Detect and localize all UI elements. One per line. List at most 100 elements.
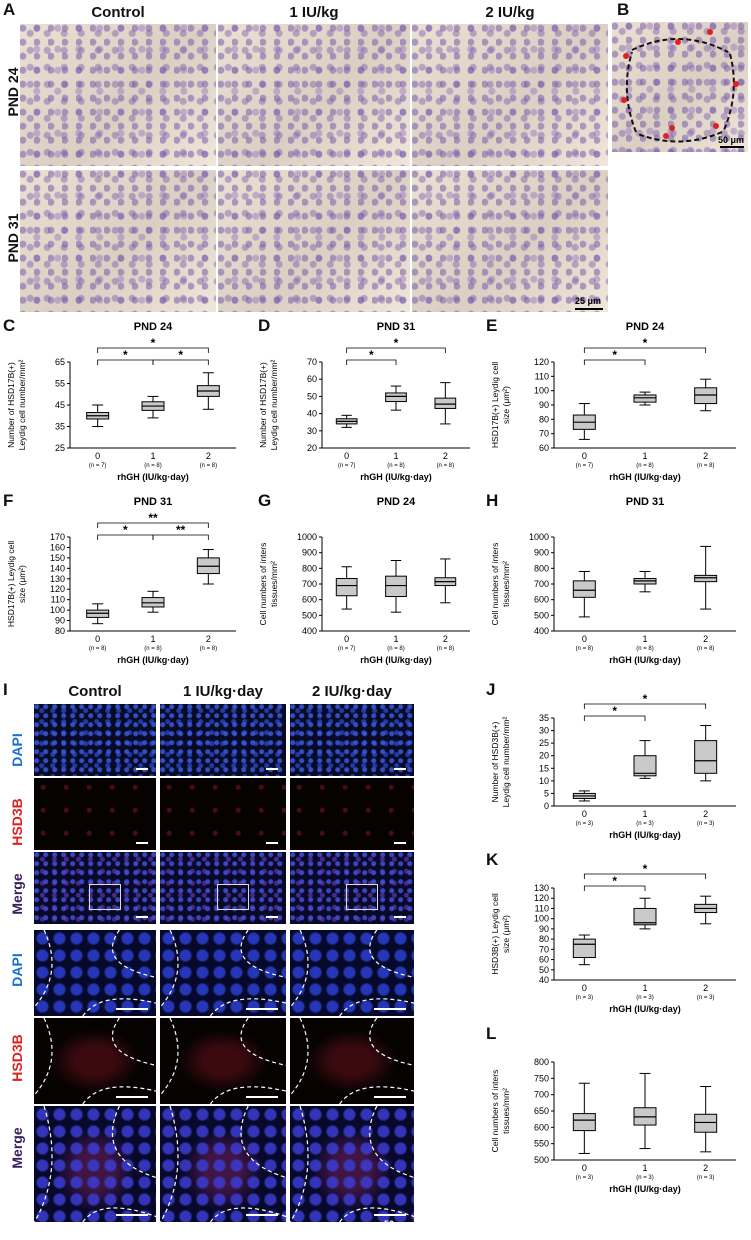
box-iqr: [335, 578, 358, 597]
box-iqr: [572, 1113, 596, 1132]
box-0: [335, 414, 358, 428]
y-tick-label: 500: [534, 610, 549, 620]
x-axis-label: rhGH (IU/kg·day): [609, 472, 681, 482]
panel-label-j: J: [486, 680, 496, 699]
y-tick-label: 110: [535, 903, 549, 913]
significance-label: *: [612, 874, 617, 888]
y-tick-label: 70: [539, 429, 549, 439]
boxplot-svg-J: Number of HSD3B(+) Leydig cell number/mm²…: [490, 692, 736, 840]
if-image-merge-1iu: [160, 852, 286, 924]
y-axis-label: tissues/mm²: [269, 561, 279, 607]
if-image-hsd3b-zoom-1iu: [160, 1018, 286, 1104]
x-tick-label: 1: [642, 983, 647, 993]
y-tick-label: 400: [302, 626, 317, 636]
sample-size-label: (n = 3): [576, 995, 594, 1001]
y-tick-label: 65: [55, 357, 65, 367]
micrograph-pnd31-control: [20, 170, 216, 312]
significance-label: *: [178, 348, 183, 362]
significance-bracket: *: [346, 348, 397, 365]
x-tick-label: 1: [642, 809, 647, 819]
y-tick-label: 550: [534, 1139, 549, 1149]
x-tick-label: 1: [642, 1163, 647, 1173]
significance-bracket: *: [583, 692, 707, 709]
y-tick-label: 20: [307, 443, 317, 453]
if-image-hsd3b-2iu: [290, 778, 414, 850]
if-scale-bar: [374, 1096, 406, 1098]
sample-size-label: (n = 3): [697, 995, 715, 1001]
y-tick-label: 500: [534, 1155, 549, 1165]
sample-size-label: (n = 8): [437, 463, 455, 469]
if-image-merge-zoom-control: [34, 1106, 156, 1222]
y-tick-label: 800: [534, 1057, 549, 1067]
significance-bracket: *: [97, 348, 154, 365]
sample-size-label: (n = 8): [636, 646, 654, 652]
sample-size-label: (n = 7): [338, 463, 356, 469]
box-0: [572, 934, 596, 966]
y-tick-label: 80: [55, 626, 65, 636]
box-iqr: [572, 580, 596, 598]
y-axis-label: tissues/mm²: [501, 1088, 511, 1134]
if-scale-bar: [136, 842, 148, 844]
panel-label-b: B: [617, 0, 630, 19]
significance-label: *: [123, 523, 128, 537]
y-tick-label: 130: [50, 574, 65, 584]
box-1: [633, 570, 657, 593]
chart-l: Cell numbers of inters tissues/mm² 500 550 6…: [484, 1032, 750, 1198]
significance-bracket: **: [152, 523, 209, 540]
if-scale-bar: [116, 1214, 148, 1216]
box-2: [434, 382, 457, 425]
y-tick-label: 650: [534, 1106, 549, 1116]
y-tick-label: 800: [534, 563, 549, 573]
if-scale-bar: [136, 768, 148, 770]
box-2: [694, 895, 718, 925]
y-axis-label: tissues/mm²: [501, 561, 511, 607]
box-1: [633, 740, 657, 779]
sample-size-label: (n = 8): [437, 646, 455, 652]
x-axis-label: rhGH (IU/kg·day): [360, 655, 432, 665]
chart-f: PND 31 HSD17B(+) Leydig cell size (μm²) 80 9…: [0, 493, 250, 669]
y-tick-label: 90: [539, 400, 549, 410]
chart-d: PND 31 Number of HSD17B(+) Leydig cell num…: [252, 318, 484, 486]
y-tick-label: 5: [544, 788, 549, 798]
y-tick-label: 70: [307, 357, 317, 367]
significance-label: *: [612, 704, 617, 718]
y-tick-label: 900: [302, 548, 317, 558]
significance-bracket: *: [97, 523, 154, 540]
if-scale-bar: [266, 768, 278, 770]
if-scale-bar: [136, 916, 148, 918]
chart-j: Number of HSD3B(+) Leydig cell number/mm²…: [484, 688, 750, 844]
x-tick-label: 1: [393, 634, 398, 644]
y-axis-label: Leydig cell number/mm²: [269, 359, 279, 450]
box-iqr: [572, 938, 596, 959]
sample-size-label: (n = 7): [576, 463, 594, 469]
x-tick-label: 0: [95, 634, 100, 644]
x-tick-label: 2: [443, 634, 448, 644]
x-tick-label: 2: [703, 983, 708, 993]
significance-bracket: *: [97, 336, 209, 353]
box-1: [141, 395, 165, 419]
box-1: [141, 590, 165, 613]
col-title-2iu: 2 IU/kg: [485, 4, 535, 21]
panel-label-f: F: [3, 491, 14, 510]
panel-label-c: C: [3, 316, 16, 335]
x-tick-label: 0: [582, 634, 587, 644]
y-tick-label: 600: [302, 595, 317, 605]
row-label-pnd31: PND 31: [5, 213, 21, 263]
y-tick-label: 120: [534, 893, 549, 903]
y-axis-label: Cell numbers of inters: [490, 1070, 500, 1153]
if-scale-bar: [394, 842, 406, 844]
box-iqr: [633, 755, 657, 777]
if-image-hsd3b-zoom-2iu: [290, 1018, 414, 1104]
y-tick-label: 55: [55, 379, 65, 389]
x-tick-label: 0: [344, 634, 349, 644]
y-tick-label: 100: [534, 386, 549, 396]
y-tick-label: 80: [539, 414, 549, 424]
box-iqr: [633, 907, 657, 926]
sample-size-label: (n = 8): [200, 463, 218, 469]
y-tick-label: 160: [50, 542, 65, 552]
box-iqr: [385, 392, 407, 403]
box-1: [633, 391, 657, 406]
sample-size-label: (n = 7): [338, 646, 356, 652]
y-tick-label: 25: [539, 738, 549, 748]
chart-h: PND 31 Cell numbers of inters tissues/mm² 4…: [484, 493, 750, 669]
